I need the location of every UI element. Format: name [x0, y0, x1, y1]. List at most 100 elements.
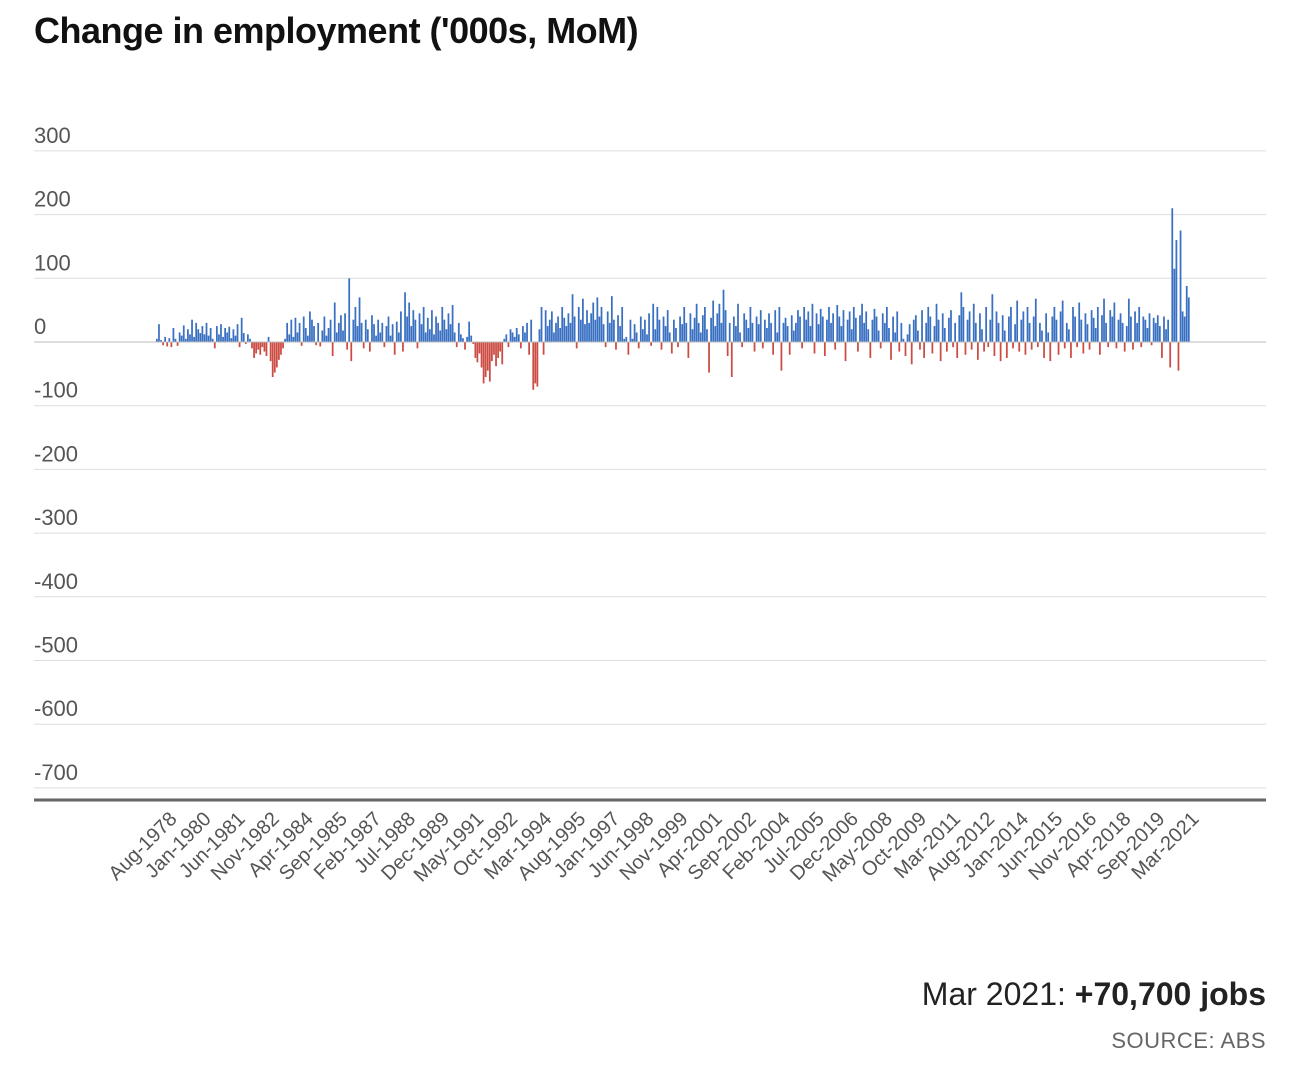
bar [412, 310, 415, 342]
bar [203, 334, 206, 342]
bar [232, 329, 235, 342]
bar [784, 317, 787, 342]
bar [323, 316, 326, 342]
bar [1078, 302, 1081, 342]
y-tick-label: -100 [34, 378, 78, 403]
bar [284, 338, 286, 342]
bar [160, 340, 162, 342]
bar [602, 324, 605, 342]
bar [1152, 317, 1155, 342]
bar [385, 326, 388, 342]
bar [610, 296, 613, 342]
bar [1032, 316, 1035, 342]
bar [534, 342, 537, 384]
bar [402, 342, 404, 352]
bar [983, 342, 985, 352]
bar [497, 342, 499, 358]
bar [606, 311, 609, 342]
bar [1099, 342, 1101, 355]
bar [162, 342, 164, 346]
bar [197, 329, 200, 342]
bar [1175, 240, 1178, 342]
bar [873, 308, 876, 342]
bar [828, 306, 830, 342]
bar [730, 342, 733, 378]
bar [956, 342, 959, 358]
bar [449, 324, 452, 342]
bar [476, 342, 479, 363]
bar [267, 336, 270, 342]
bar [627, 342, 630, 355]
bar [732, 316, 735, 342]
bar [701, 315, 704, 342]
bar [484, 342, 487, 378]
bar [838, 316, 841, 342]
bar [776, 332, 779, 342]
bar [352, 319, 355, 342]
bar [999, 342, 1002, 362]
bar [507, 342, 510, 348]
bar [278, 342, 280, 360]
bar [344, 313, 346, 342]
bar [788, 342, 791, 355]
bar [290, 319, 293, 342]
bar [495, 342, 497, 367]
bar [712, 300, 715, 342]
bar [439, 330, 442, 342]
bar [315, 342, 317, 346]
bar [867, 329, 870, 342]
bar [641, 329, 644, 342]
bar [811, 303, 814, 342]
bar [1012, 342, 1014, 349]
bar [1051, 316, 1054, 342]
bar [1003, 330, 1006, 342]
bar [830, 322, 832, 342]
bar [420, 324, 423, 342]
bar [259, 342, 262, 355]
bar [613, 319, 615, 342]
bar [505, 334, 508, 342]
bar [563, 317, 566, 342]
bar [598, 316, 601, 342]
bar [426, 317, 429, 342]
bar [1049, 342, 1052, 362]
bar [1057, 342, 1060, 355]
bar [863, 322, 866, 342]
bar [728, 322, 731, 342]
bar [1030, 342, 1033, 350]
bar [575, 342, 578, 349]
chart-title: Change in employment ('000s, MoM) [34, 10, 639, 51]
bar [542, 342, 545, 355]
bar [803, 306, 806, 342]
bar [337, 322, 340, 342]
bar [346, 342, 349, 350]
latest-value: +70,700 jobs [1074, 976, 1266, 1012]
bar [354, 306, 357, 342]
bar [644, 319, 646, 342]
bar [747, 327, 750, 342]
y-tick-label: 300 [34, 123, 71, 148]
latest-value-label: Mar 2021: [921, 976, 1066, 1012]
bar [265, 342, 268, 357]
y-tick-label: -700 [34, 760, 78, 785]
bar [937, 319, 940, 342]
bar [209, 327, 212, 342]
bar [431, 310, 433, 342]
bar [441, 306, 444, 342]
bar [795, 322, 797, 342]
bar [470, 335, 473, 342]
bar [1119, 313, 1122, 342]
bar [199, 333, 202, 342]
bar [1065, 322, 1068, 342]
bar [615, 342, 617, 350]
bar [832, 313, 834, 342]
bar [207, 335, 210, 342]
bar [540, 306, 543, 342]
bar [503, 338, 506, 342]
bar [536, 342, 539, 387]
bar [300, 342, 303, 346]
bar [387, 316, 390, 342]
bar [296, 332, 299, 342]
bar [683, 306, 686, 342]
bar [629, 319, 632, 342]
